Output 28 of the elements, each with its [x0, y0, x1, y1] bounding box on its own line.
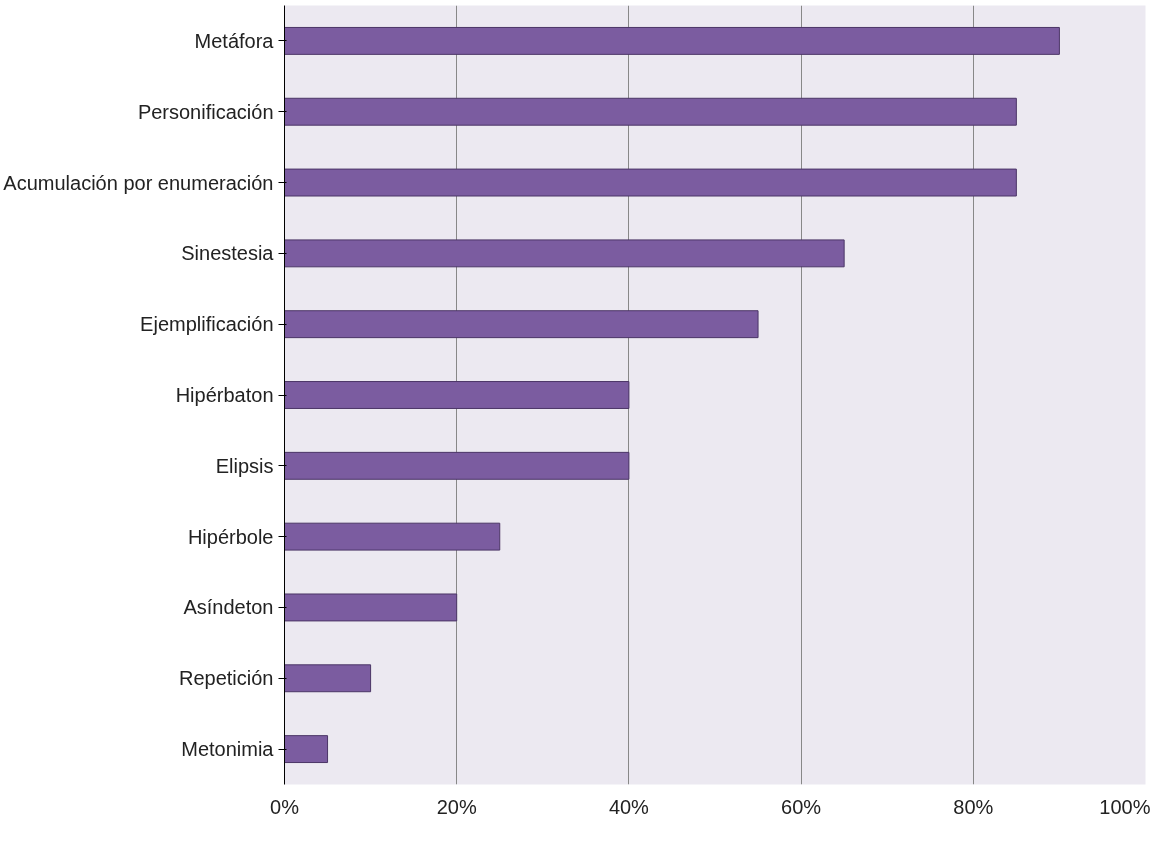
- bar: [284, 522, 501, 551]
- bar: [284, 381, 630, 409]
- bar: [284, 97, 1017, 126]
- x-tick-label: 80%: [953, 795, 994, 818]
- bar: [284, 451, 630, 480]
- x-tick-label: 60%: [781, 795, 822, 818]
- bar: [284, 26, 1060, 55]
- x-tick-label: 0%: [270, 795, 300, 818]
- bar: [284, 310, 759, 339]
- y-tick-label: Acumulación por enumeración: [3, 171, 274, 194]
- x-tick-label: 100%: [1099, 795, 1151, 818]
- y-tick-label: Repetición: [179, 667, 274, 690]
- y-tick-label: Sinestesia: [181, 242, 275, 265]
- y-tick-label: Metonimia: [181, 738, 275, 761]
- y-tick-label: Elipsis: [215, 454, 274, 477]
- y-tick-label: Hipérbole: [187, 525, 274, 548]
- bar: [284, 735, 329, 764]
- x-tick-label: 40%: [608, 795, 650, 818]
- bar: [284, 168, 1017, 197]
- bar: [284, 664, 372, 693]
- y-tick-label: Hipérbaton: [175, 384, 274, 406]
- y-tick-label: Ejemplificación: [140, 313, 274, 336]
- x-tick-label: 20%: [436, 795, 477, 818]
- y-tick-label: Metáfora: [194, 29, 275, 52]
- y-tick-label: Personificación: [137, 100, 274, 123]
- bar: [284, 239, 845, 268]
- bar: [284, 593, 458, 622]
- y-tick-label: Asíndeton: [183, 596, 274, 619]
